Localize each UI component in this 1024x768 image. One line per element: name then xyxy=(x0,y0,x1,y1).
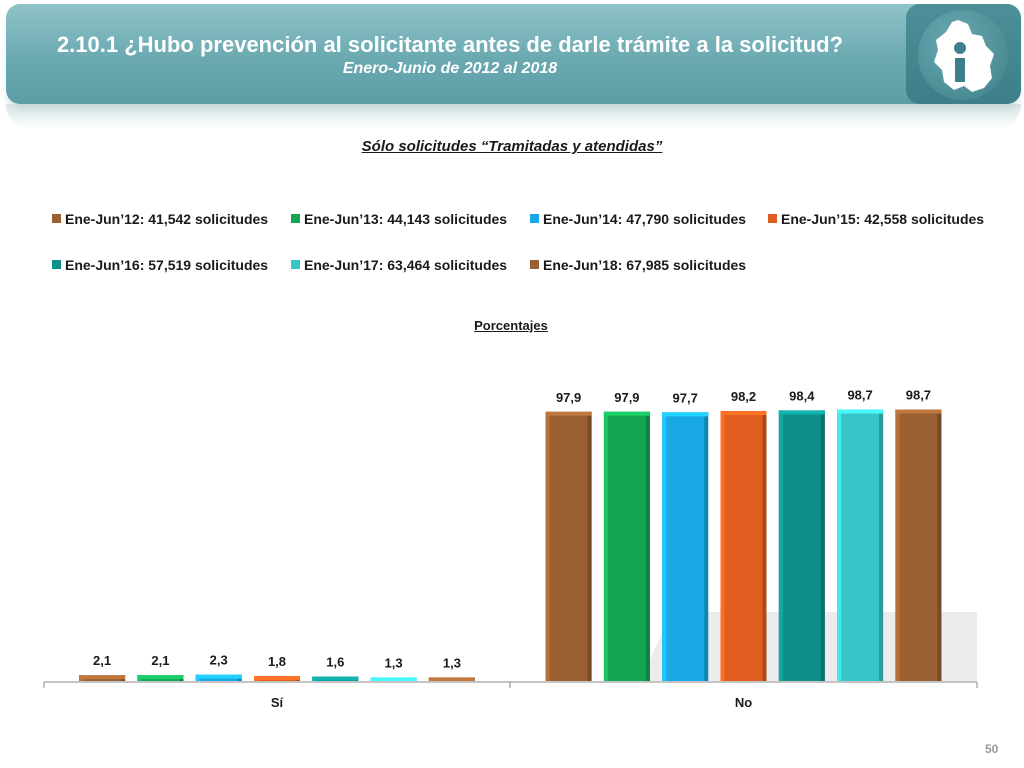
x-tick-label: No xyxy=(735,695,752,710)
legend-swatch xyxy=(52,260,61,269)
cdmx-map-info-icon xyxy=(934,20,994,92)
data-label: 2,1 xyxy=(93,653,111,668)
data-label: 1,3 xyxy=(443,655,461,670)
legend-item: Ene-Jun’12: 41,542 solicitudes xyxy=(52,211,268,227)
legend-item: Ene-Jun’18: 67,985 solicitudes xyxy=(530,257,746,273)
bar-top xyxy=(778,410,825,415)
x-tick-label: Sí xyxy=(271,695,284,710)
data-label: 98,7 xyxy=(847,388,872,403)
legend-label: Ene-Jun’13: 44,143 solicitudes xyxy=(304,211,508,227)
bar-top xyxy=(603,411,650,416)
legend-item: Ene-Jun’17: 63,464 solicitudes xyxy=(291,257,507,273)
bar-highlight xyxy=(603,411,608,681)
data-label: 2,1 xyxy=(151,653,169,668)
bar-highlight xyxy=(895,409,900,681)
data-label: 98,4 xyxy=(789,388,815,403)
legend-item: Ene-Jun’13: 44,143 solicitudes xyxy=(291,211,507,227)
bar xyxy=(545,411,592,681)
bar-top xyxy=(254,676,300,681)
bar-top xyxy=(137,675,184,680)
data-label: 97,9 xyxy=(614,390,639,405)
data-label: 97,7 xyxy=(673,390,698,405)
legend-swatch xyxy=(768,214,777,223)
bar-top xyxy=(895,409,942,414)
legend-item: Ene-Jun’15: 42,558 solicitudes xyxy=(768,211,984,227)
section-title: Sólo solicitudes “Tramitadas y atendidas… xyxy=(361,138,663,155)
legend-item: Ene-Jun’16: 57,519 solicitudes xyxy=(52,257,268,273)
legend-label: Ene-Jun’18: 67,985 solicitudes xyxy=(543,257,747,273)
legend-label: Ene-Jun’12: 41,542 solicitudes xyxy=(65,211,269,227)
legend-label: Ene-Jun’14: 47,790 solicitudes xyxy=(543,211,747,227)
bar-edge xyxy=(820,410,825,681)
bar-top xyxy=(720,410,767,415)
legend-label: Ene-Jun’17: 63,464 solicitudes xyxy=(304,257,508,273)
legend-label: Ene-Jun’15: 42,558 solicitudes xyxy=(781,211,985,227)
data-label: 1,6 xyxy=(326,655,344,670)
bar-highlight xyxy=(662,412,667,681)
legend-item: Ene-Jun’14: 47,790 solicitudes xyxy=(530,211,746,227)
bar xyxy=(895,409,942,681)
page-subtitle: Enero-Junio de 2012 al 2018 xyxy=(342,60,558,77)
bar-top xyxy=(312,676,359,681)
bar-highlight xyxy=(720,410,725,681)
bar-edge xyxy=(587,411,592,681)
bar-edge xyxy=(879,409,884,681)
legend-swatch xyxy=(291,260,300,269)
bar-top xyxy=(79,675,126,680)
bar xyxy=(837,409,884,681)
data-label: 98,2 xyxy=(731,389,756,404)
bar xyxy=(720,410,767,681)
data-label: 1,8 xyxy=(268,654,286,669)
bar-highlight xyxy=(837,409,842,681)
bar-top xyxy=(195,674,242,679)
bar-edge xyxy=(704,412,709,681)
bar xyxy=(778,410,825,681)
page-number: 50 xyxy=(985,742,999,756)
bar-highlight xyxy=(545,411,550,681)
bar-edge xyxy=(762,410,767,681)
bar-top xyxy=(662,412,709,417)
bar-edge xyxy=(645,411,650,681)
bar-top xyxy=(837,409,884,414)
legend-swatch xyxy=(530,214,539,223)
legend-label: Ene-Jun’16: 57,519 solicitudes xyxy=(65,257,269,273)
bar-top xyxy=(428,677,475,681)
data-label: 2,3 xyxy=(210,653,228,668)
legend-swatch xyxy=(52,214,61,223)
legend-swatch xyxy=(530,260,539,269)
bar-edge xyxy=(937,409,942,681)
bar-top xyxy=(545,411,592,416)
page-title: 2.10.1 ¿Hubo prevención al solicitante a… xyxy=(56,32,844,57)
data-label: 97,9 xyxy=(556,390,581,405)
header-banner xyxy=(6,4,1021,104)
header-banner-shadow xyxy=(6,104,1021,130)
bar xyxy=(662,412,709,681)
legend-swatch xyxy=(291,214,300,223)
bar-highlight xyxy=(778,410,783,681)
unit-label: Porcentajes xyxy=(474,318,548,333)
data-label: 98,7 xyxy=(906,388,931,403)
data-label: 1,3 xyxy=(385,655,403,670)
bar-top xyxy=(370,677,417,681)
bar xyxy=(603,411,650,681)
logo xyxy=(906,4,1021,104)
